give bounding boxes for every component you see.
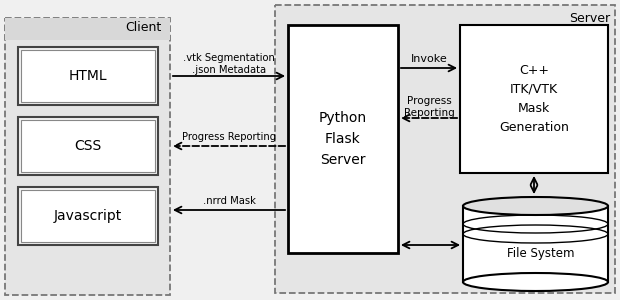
Bar bbox=[18, 117, 158, 175]
Text: Server: Server bbox=[569, 12, 610, 25]
Text: Progress
Reporting: Progress Reporting bbox=[404, 96, 454, 118]
Text: File System: File System bbox=[507, 247, 574, 260]
Ellipse shape bbox=[463, 273, 608, 291]
Ellipse shape bbox=[463, 197, 608, 215]
Bar bbox=[21, 120, 155, 172]
Text: HTML: HTML bbox=[69, 69, 107, 83]
Text: .vtk Segmentation
.json Metadata: .vtk Segmentation .json Metadata bbox=[183, 53, 275, 75]
Text: Javascript: Javascript bbox=[54, 209, 122, 223]
Text: Progress Reporting: Progress Reporting bbox=[182, 132, 276, 142]
Text: Invoke: Invoke bbox=[410, 54, 448, 64]
Bar bbox=[21, 50, 155, 102]
Bar bbox=[463, 206, 608, 282]
Bar bbox=[275, 5, 615, 293]
Text: Client: Client bbox=[126, 21, 162, 34]
Bar bbox=[288, 25, 398, 253]
Bar bbox=[18, 47, 158, 105]
Bar bbox=[460, 25, 608, 173]
Bar bbox=[18, 187, 158, 245]
Bar bbox=[5, 18, 170, 295]
Bar bbox=[5, 18, 170, 40]
Text: .nrrd Mask: .nrrd Mask bbox=[203, 196, 255, 206]
Text: C++
ITK/VTK
Mask
Generation: C++ ITK/VTK Mask Generation bbox=[499, 64, 569, 134]
Text: Python
Flask
Server: Python Flask Server bbox=[319, 111, 367, 166]
Text: CSS: CSS bbox=[74, 139, 102, 153]
Bar bbox=[21, 190, 155, 242]
